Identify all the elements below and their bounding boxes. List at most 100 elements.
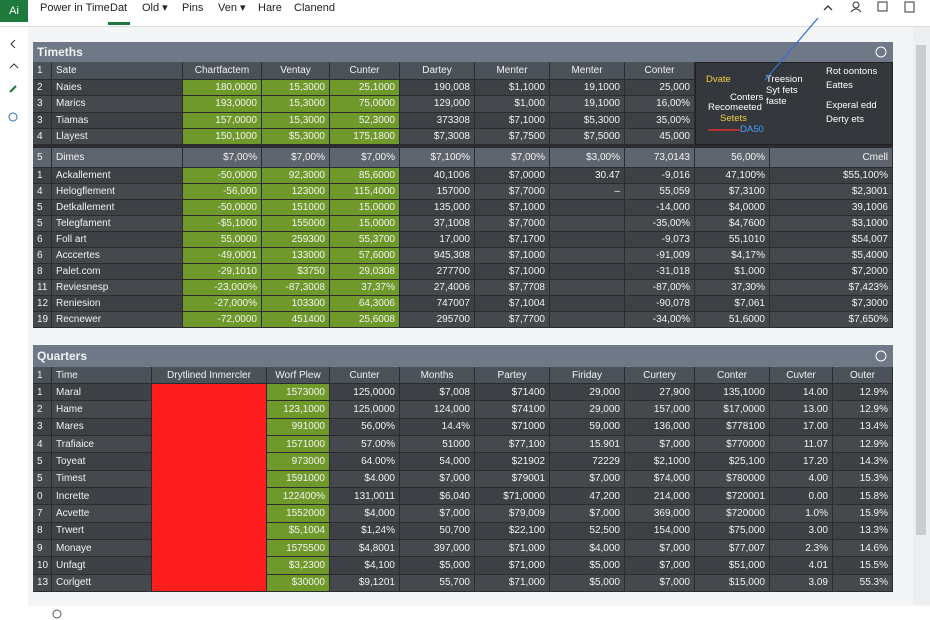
- column-header: Ventay: [262, 62, 330, 80]
- table-cell: [550, 296, 625, 312]
- table-cell: 19,1000: [550, 96, 625, 113]
- table-cell: $720000: [695, 505, 770, 523]
- table-cell: 1: [33, 168, 52, 184]
- table-cell: 19,1000: [550, 80, 625, 97]
- table-cell: 373308: [400, 112, 475, 129]
- table-cell: $1,24%: [330, 522, 400, 540]
- table-cell: $5,000: [400, 557, 475, 575]
- table-cell: $77,100: [475, 436, 550, 454]
- column-header: Dartey: [400, 62, 475, 80]
- table-cell: 55,700: [400, 574, 475, 592]
- table-cell: 193,0000: [183, 96, 262, 113]
- table-cell: 9: [33, 540, 52, 558]
- table-cell: -87,3008: [262, 280, 330, 296]
- table-cell: 85,6000: [330, 168, 400, 184]
- table-cell: $720001: [695, 488, 770, 506]
- table-cell: 55.3%: [833, 574, 893, 592]
- table-cell: 1.0%: [770, 505, 833, 523]
- table-cell: $7,000: [625, 557, 695, 575]
- table-cell: -56,000: [183, 184, 262, 200]
- table-cell: 7: [33, 505, 52, 523]
- table-cell: 57,6000: [330, 248, 400, 264]
- table-cell: 15,0000: [330, 216, 400, 232]
- menu-item[interactable]: Pins: [182, 2, 204, 14]
- table-cell: 15.8%: [833, 488, 893, 506]
- section-cell: Dimes: [52, 148, 183, 168]
- table-cell: $7,2000: [770, 264, 893, 280]
- table-cell: $2,1000: [625, 453, 695, 471]
- table-cell: Palet.com: [52, 264, 183, 280]
- table-cell: 14.00: [770, 384, 833, 402]
- table-cell: 25,000: [625, 80, 695, 97]
- menu-item[interactable]: Old ▾: [142, 2, 168, 14]
- table-cell: -35,00%: [625, 216, 695, 232]
- menu-item[interactable]: Power in Time: [40, 2, 110, 14]
- table-cell: 1571000: [267, 436, 330, 454]
- link-icon[interactable]: [8, 112, 18, 122]
- table-cell: $7,7500: [475, 128, 550, 145]
- table-cell: Ackallement: [52, 168, 183, 184]
- table-cell: $7,0000: [475, 168, 550, 184]
- table-cell: 6: [33, 248, 52, 264]
- menu-item[interactable]: Dat: [110, 2, 128, 14]
- table-cell: $74100: [475, 401, 550, 419]
- table-cell: 397,000: [400, 540, 475, 558]
- column-header: Conter: [625, 62, 695, 80]
- table-cell: 133000: [262, 248, 330, 264]
- up-icon[interactable]: [9, 63, 19, 69]
- table-cell: 15,3000: [262, 112, 330, 129]
- table-cell: [550, 312, 625, 328]
- logo[interactable]: Ai: [0, 0, 28, 22]
- table-cell: $74,000: [625, 470, 695, 488]
- legend-text: Recomeeted: [708, 102, 762, 113]
- scroll-thumb[interactable]: [916, 45, 926, 535]
- status-icon[interactable]: [52, 609, 62, 619]
- legend-text: Conters: [730, 92, 764, 103]
- table-cell: 27,4006: [400, 280, 475, 296]
- table-cell: 25,1000: [330, 80, 400, 97]
- column-header: Partey: [475, 367, 550, 384]
- collapse-icon[interactable]: [10, 39, 16, 49]
- table-cell: $5,000: [550, 574, 625, 592]
- table-cell: [550, 280, 625, 296]
- table-cell: 10: [33, 557, 52, 575]
- table-cell: 17.20: [770, 453, 833, 471]
- table-cell: Tiamas: [52, 112, 183, 129]
- section-cell: $7,00%: [330, 148, 400, 168]
- table-cell: $2,3001: [770, 184, 893, 200]
- table-cell: $778100: [695, 418, 770, 436]
- table-cell: 19: [33, 312, 52, 328]
- legend-text: Setets: [720, 113, 747, 124]
- pen-icon[interactable]: [9, 85, 17, 93]
- column-header: 1: [33, 62, 52, 80]
- column-header: Time: [52, 367, 152, 384]
- table-cell: 1552000: [267, 505, 330, 523]
- legend-text: DA50: [740, 124, 764, 135]
- table-cell: 27,900: [625, 384, 695, 402]
- table-cell: $5,4000: [770, 248, 893, 264]
- table-cell: 5: [33, 453, 52, 471]
- table-cell: $7,1004: [475, 296, 550, 312]
- table-cell: -27,000%: [183, 296, 262, 312]
- table-cell: 45,000: [625, 128, 695, 145]
- section-cell: 73,0143: [625, 148, 695, 168]
- table-cell: 135,000: [400, 200, 475, 216]
- table-cell: 2.3%: [770, 540, 833, 558]
- menu-item[interactable]: Clanend: [294, 2, 335, 14]
- table-cell: $7,000: [550, 470, 625, 488]
- table-cell: 13.00: [770, 401, 833, 419]
- table-cell: -29,1010: [183, 264, 262, 280]
- column-header: Cunter: [330, 62, 400, 80]
- column-header: Months: [400, 367, 475, 384]
- table-cell: 11.07: [770, 436, 833, 454]
- legend-text: Treesion: [766, 74, 803, 85]
- section-cell: $3,00%: [550, 148, 625, 168]
- table-cell: 14.3%: [833, 453, 893, 471]
- menu-item[interactable]: Hare: [258, 2, 282, 14]
- divider: [33, 145, 893, 148]
- menu-item[interactable]: Ven ▾: [218, 2, 246, 14]
- table-cell: $7,7000: [475, 216, 550, 232]
- column-header: Cuvter: [770, 367, 833, 384]
- table-cell: -50,0000: [183, 200, 262, 216]
- table-cell: 3: [33, 418, 52, 436]
